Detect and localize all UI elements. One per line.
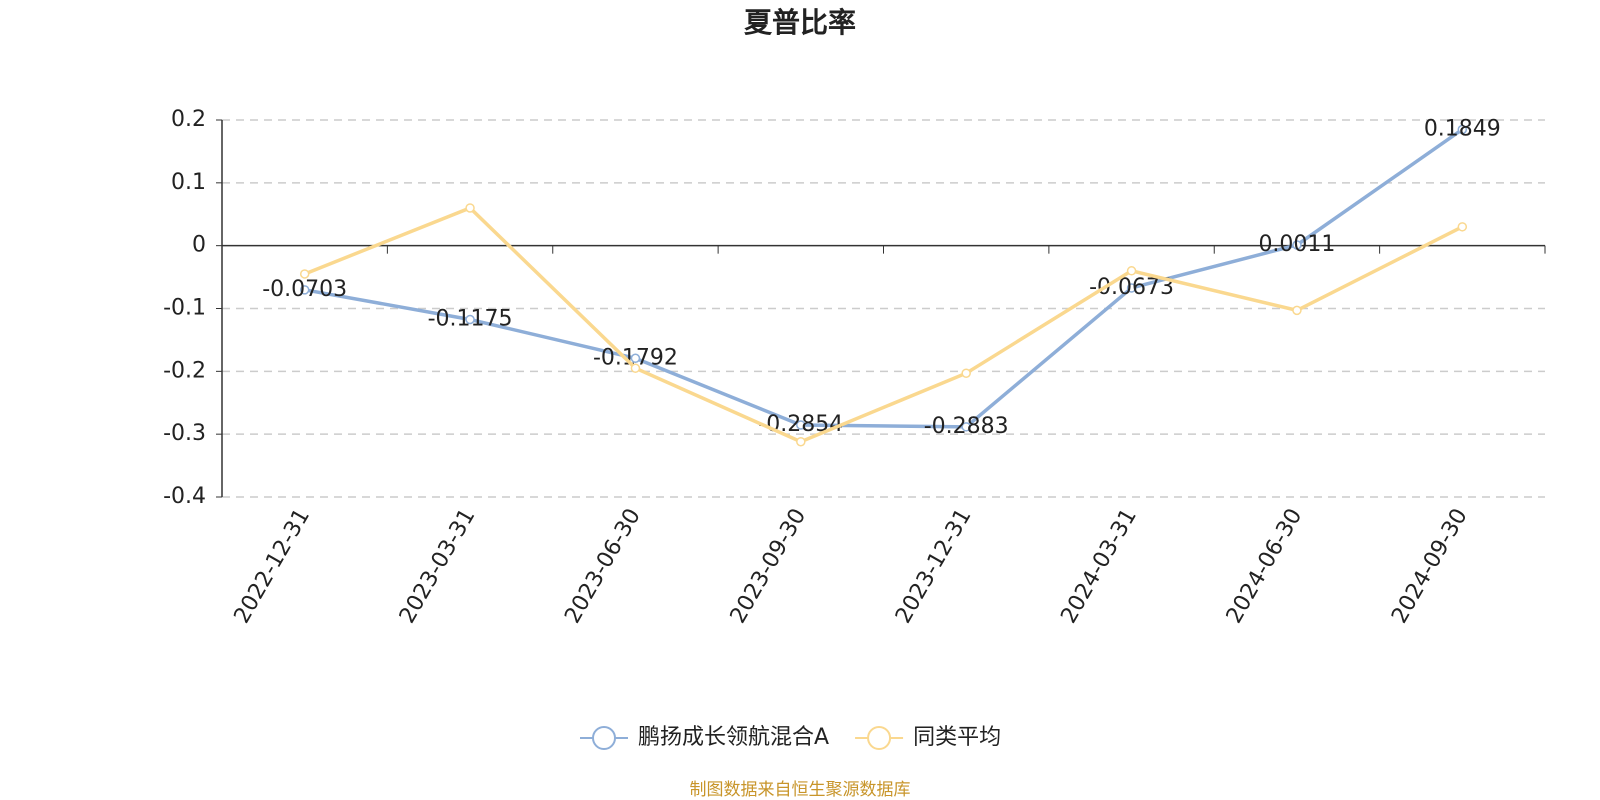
point — [1292, 305, 1302, 316]
y-tick-label: -0.2 — [163, 358, 206, 383]
point — [299, 269, 310, 279]
point — [465, 203, 475, 213]
x-tick-label: 2023-09-30 — [726, 505, 812, 628]
legend-label: 同类平均 — [913, 725, 1001, 750]
x-tick-label: 2023-03-31 — [395, 505, 481, 628]
y-tick-label: 0 — [192, 233, 206, 258]
x-tick-label: 2024-06-30 — [1222, 505, 1308, 628]
point — [961, 422, 971, 432]
x-tick-label: 2022-12-31 — [229, 505, 315, 628]
data-label: 0.0011 — [1258, 232, 1335, 257]
x-tick-label: 2023-06-30 — [560, 505, 646, 628]
x-tick-label: 2023-12-31 — [891, 505, 977, 628]
point — [630, 353, 641, 364]
x-tick-label: 2024-03-31 — [1056, 505, 1142, 628]
y-tick-label: -0.3 — [163, 421, 206, 446]
data-label: -0.0703 — [262, 277, 347, 302]
point — [796, 420, 806, 430]
y-tick-label: 0.2 — [171, 107, 206, 132]
y-tick-label: 0.1 — [171, 170, 206, 195]
source-note: 制图数据来自恒生聚源数据库 — [690, 780, 911, 800]
series-line — [304, 128, 1464, 429]
series-line — [304, 205, 1464, 444]
legend-label: 鹏扬成长领航混合A — [638, 725, 829, 750]
legend-marker — [592, 726, 616, 750]
data-label: -0.1175 — [428, 306, 513, 331]
point — [1457, 222, 1468, 232]
y-tick-label: -0.4 — [163, 484, 206, 509]
point — [299, 285, 310, 295]
chart-title: 夏普比率 — [744, 6, 856, 39]
data-label: 0.1849 — [1424, 116, 1501, 141]
data-label: -0.2883 — [924, 414, 1009, 439]
point — [1457, 124, 1468, 135]
point — [630, 363, 641, 373]
point — [1292, 240, 1302, 250]
x-tick-label: 2024-09-30 — [1387, 505, 1473, 628]
y-tick-label: -0.1 — [163, 296, 206, 321]
point — [465, 314, 475, 325]
point — [1126, 283, 1137, 293]
point — [796, 436, 806, 447]
data-label: -0.2854 — [758, 412, 843, 437]
point — [961, 368, 971, 378]
point — [1126, 266, 1137, 276]
legend-marker — [867, 726, 892, 750]
